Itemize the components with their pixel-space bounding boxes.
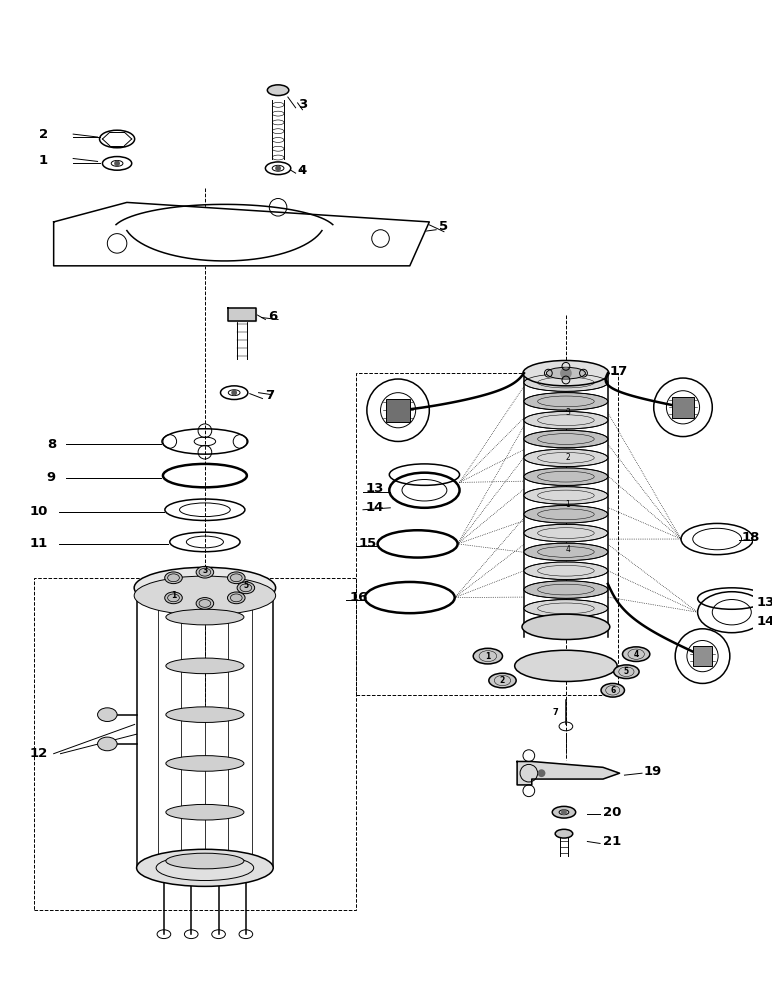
Ellipse shape: [166, 609, 244, 625]
Ellipse shape: [524, 487, 608, 504]
Text: 10: 10: [29, 505, 48, 518]
Ellipse shape: [196, 598, 214, 609]
Ellipse shape: [524, 524, 608, 542]
Ellipse shape: [134, 576, 276, 615]
Polygon shape: [54, 202, 429, 266]
Text: 5: 5: [243, 581, 249, 590]
Text: 6: 6: [610, 686, 615, 695]
Bar: [34, 578, 356, 910]
Ellipse shape: [524, 562, 608, 580]
Ellipse shape: [166, 707, 244, 722]
Text: 5: 5: [624, 667, 629, 676]
Ellipse shape: [524, 411, 608, 429]
Ellipse shape: [473, 648, 503, 664]
Ellipse shape: [524, 468, 608, 485]
Circle shape: [114, 160, 120, 166]
Text: 1: 1: [39, 154, 48, 167]
Ellipse shape: [523, 360, 609, 386]
Text: 14: 14: [756, 615, 772, 628]
Text: 3: 3: [565, 408, 571, 417]
Text: 13: 13: [366, 482, 384, 495]
Text: 11: 11: [29, 537, 48, 550]
Ellipse shape: [237, 582, 255, 594]
Ellipse shape: [524, 506, 608, 523]
Ellipse shape: [166, 853, 244, 869]
Text: 4: 4: [634, 650, 638, 659]
Ellipse shape: [134, 567, 276, 608]
Polygon shape: [229, 308, 256, 321]
Text: 21: 21: [603, 835, 621, 848]
Text: 2: 2: [499, 676, 505, 685]
Circle shape: [560, 367, 572, 379]
Text: 14: 14: [366, 501, 384, 514]
Ellipse shape: [524, 618, 608, 636]
Text: 2: 2: [39, 128, 48, 141]
Ellipse shape: [267, 85, 289, 96]
Text: 3: 3: [297, 98, 306, 111]
Text: 1: 1: [171, 591, 176, 600]
Ellipse shape: [524, 374, 608, 391]
Circle shape: [537, 769, 546, 777]
Ellipse shape: [524, 449, 608, 467]
Ellipse shape: [522, 614, 610, 640]
Ellipse shape: [489, 673, 516, 688]
Ellipse shape: [524, 600, 608, 617]
Ellipse shape: [166, 756, 244, 771]
Ellipse shape: [196, 566, 214, 578]
Ellipse shape: [524, 543, 608, 561]
Ellipse shape: [555, 829, 573, 838]
Text: 19: 19: [644, 765, 662, 778]
Ellipse shape: [524, 430, 608, 448]
Text: 17: 17: [610, 365, 628, 378]
Text: 18: 18: [742, 531, 760, 544]
Text: 5: 5: [439, 220, 449, 233]
Text: 13: 13: [756, 596, 772, 609]
Bar: [672, 397, 694, 418]
Ellipse shape: [622, 647, 650, 661]
Text: 9: 9: [47, 471, 56, 484]
Ellipse shape: [166, 804, 244, 820]
Ellipse shape: [524, 581, 608, 598]
Text: 3: 3: [202, 566, 208, 575]
Circle shape: [232, 390, 237, 396]
Ellipse shape: [164, 572, 182, 584]
Ellipse shape: [601, 683, 625, 697]
Ellipse shape: [137, 849, 273, 886]
Bar: [386, 399, 410, 422]
Text: 7: 7: [266, 389, 275, 402]
Text: 1: 1: [486, 652, 490, 661]
Ellipse shape: [547, 367, 585, 379]
Text: 4: 4: [565, 545, 571, 554]
Circle shape: [275, 165, 281, 171]
Text: 7: 7: [552, 708, 558, 717]
Text: 8: 8: [47, 438, 56, 451]
Polygon shape: [517, 761, 620, 785]
Ellipse shape: [228, 592, 245, 604]
Text: 6: 6: [269, 310, 278, 323]
Text: 2: 2: [565, 453, 571, 462]
Bar: [356, 373, 618, 695]
Ellipse shape: [97, 708, 117, 721]
Ellipse shape: [515, 650, 617, 681]
Ellipse shape: [552, 806, 576, 818]
Ellipse shape: [164, 592, 182, 604]
Text: 15: 15: [359, 537, 378, 550]
Bar: [692, 646, 713, 666]
Text: 1: 1: [565, 500, 571, 509]
Text: 16: 16: [349, 591, 367, 604]
Ellipse shape: [614, 665, 639, 679]
Text: 4: 4: [297, 164, 306, 177]
Text: 12: 12: [29, 747, 48, 760]
Ellipse shape: [524, 393, 608, 410]
Ellipse shape: [97, 737, 117, 751]
Circle shape: [561, 809, 567, 815]
Text: 20: 20: [603, 806, 621, 819]
Ellipse shape: [166, 658, 244, 674]
Ellipse shape: [228, 572, 245, 584]
